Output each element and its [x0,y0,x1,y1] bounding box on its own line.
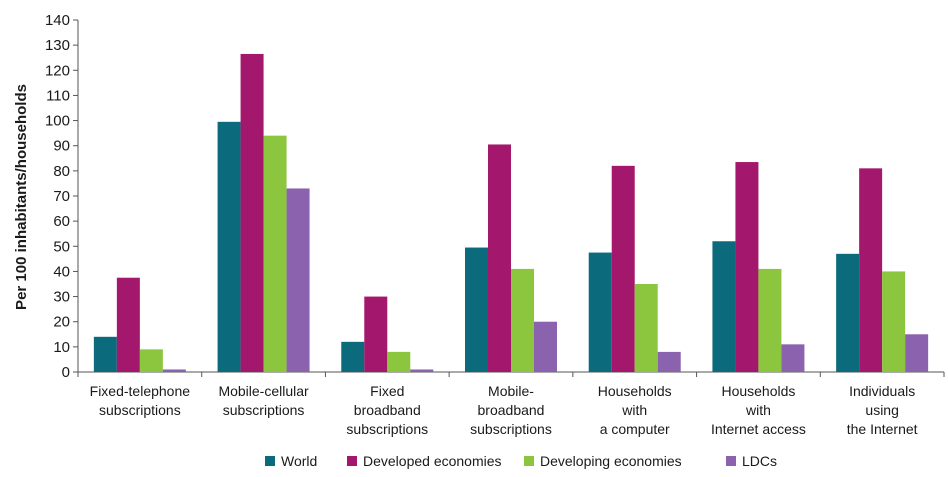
category-label-line: using [865,402,898,418]
bar-ldcs [162,369,186,372]
category-label-line: subscriptions [223,402,305,418]
bar-world [341,341,365,372]
y-tick-label: 10 [53,339,70,356]
y-tick-label: 20 [53,314,70,331]
category-label-line: subscriptions [470,421,552,437]
category-label: Households with Internet access [711,383,806,437]
bar-developed-economies [859,168,883,372]
y-tick-label: 110 [46,87,70,104]
category-label-line: broadband [354,402,421,418]
category-label-line: the Internet [847,421,918,437]
category-label-line: Fixed-telephone [90,383,191,399]
y-tick-label: 60 [53,213,70,230]
bar-world [836,253,860,372]
bar-ldcs [657,351,681,372]
y-tick-label: 0 [62,364,70,381]
bar-developing-economies [634,284,658,372]
bar-world [588,252,612,372]
category-label: Households with a computer [598,383,672,437]
legend-label: World [281,453,317,469]
legend: World Developed economies Developing econo… [265,453,777,469]
category-label: Fixed broadband subscriptions [346,383,428,437]
y-tick-label: 100 [45,113,70,130]
category-label-line: subscriptions [99,402,181,418]
bar-ldcs [410,369,434,372]
category-label-line: a computer [600,421,670,437]
bar-developed-economies [611,165,635,372]
category-label: Fixed-telephone subscriptions [90,383,191,418]
y-tick-label: 120 [45,62,70,79]
category-label: Mobile-broadband subscriptions [470,383,552,437]
category-label-line: with [621,402,647,418]
y-tick-label: 130 [45,37,70,54]
bar-developing-economies [387,351,411,372]
bar-developed-economies [240,53,264,372]
legend-swatch [265,456,275,466]
category-label-line: Fixed [370,383,404,399]
y-tick-label: 90 [53,138,70,155]
bar-world [712,241,736,372]
bars [93,53,929,372]
category-label: Individuals using the Internet [847,383,918,437]
category-label-line: Mobile- [488,383,534,399]
bar-developing-economies [263,135,287,372]
y-tick-label: 80 [53,163,70,180]
bar-developing-economies [882,271,906,372]
y-tick-label: 30 [53,289,70,306]
legend-swatch [726,456,736,466]
legend-swatch [347,456,357,466]
category-label-line: Individuals [849,383,915,399]
bar-world [93,336,117,372]
y-tick-label: 40 [53,263,70,280]
category-label-line: broadband [478,402,545,418]
y-tick-label: 140 [45,12,70,29]
bar-developing-economies [139,349,163,372]
category-label-line: Mobile-cellular [218,383,309,399]
bar-world [217,121,241,372]
bar-developed-economies [364,296,388,372]
bar-ldcs [905,334,929,372]
legend-label: Developing economies [540,453,682,469]
category-label-line: subscriptions [346,421,428,437]
bar-developing-economies [758,268,782,372]
bar-ldcs [781,344,805,372]
legend-swatch [524,456,534,466]
category-labels: Fixed-telephone subscriptionsMobile-cellu… [90,383,918,437]
bar-developing-economies [511,268,534,372]
legend-label: Developed economies [363,453,502,469]
y-tick-labels: 0 10 20 30 40 50 60 70 80 90 100 110 120 130 140 [45,12,70,381]
category-label-line: with [745,402,771,418]
bar-developed-economies [735,162,759,372]
legend-label: LDCs [742,453,777,469]
y-axis-title: Per 100 inhabitants/households [13,84,30,310]
bar-ldcs [286,188,310,372]
category-label-line: Internet access [711,421,806,437]
bar-developed-economies [488,144,511,372]
bar-world [465,247,488,372]
bar-ldcs [534,321,557,372]
y-tick-label: 50 [53,238,70,255]
y-tick-label: 70 [53,188,70,205]
bar-developed-economies [116,277,140,372]
category-label: Mobile-cellular subscriptions [218,383,309,418]
category-label-line: Households [598,383,672,399]
category-label-line: Households [721,383,795,399]
